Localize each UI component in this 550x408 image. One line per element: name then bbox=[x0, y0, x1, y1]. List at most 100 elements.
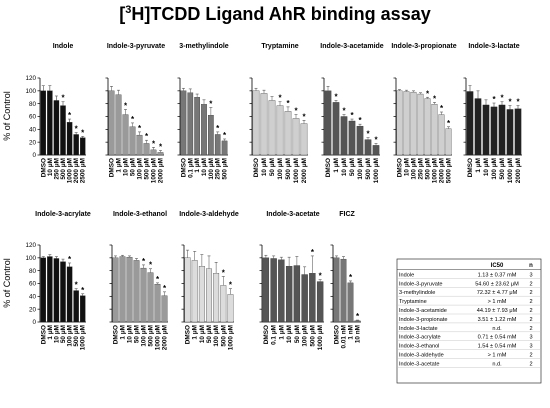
bar bbox=[333, 257, 340, 323]
x-tick-label: DMSO bbox=[40, 325, 47, 344]
bar bbox=[119, 256, 126, 323]
bar bbox=[187, 92, 194, 156]
chart-title: Tryptamine bbox=[261, 43, 298, 50]
significance-marker: * bbox=[124, 101, 128, 110]
table-cell-ic50: 72.32 ± 4.77 μM bbox=[477, 290, 518, 296]
x-tick-label: 1000 μM bbox=[432, 158, 439, 183]
significance-marker: * bbox=[311, 248, 315, 257]
x-tick-label: 10 μM bbox=[201, 158, 208, 176]
bar bbox=[73, 134, 79, 156]
x-tick-label: 50 μM bbox=[206, 325, 213, 343]
x-tick-label: 500 μM bbox=[499, 158, 506, 180]
x-tick-label: 1 μM bbox=[116, 158, 123, 173]
x-tick-label: 500 μM bbox=[73, 325, 80, 347]
significance-marker: * bbox=[356, 312, 360, 321]
chart-panel: Indole-3-acetate DMSO 0.1 μM 1 μM 10 μM 50 μM… bbox=[259, 211, 324, 350]
significance-marker: * bbox=[163, 284, 167, 293]
chart-title: Indole bbox=[53, 43, 74, 50]
significance-marker: * bbox=[447, 119, 451, 128]
significance-marker: * bbox=[156, 275, 160, 284]
significance-marker: * bbox=[500, 94, 504, 103]
significance-marker: * bbox=[319, 272, 323, 281]
table-cell-ic50: 54.60 ± 23.62 μM bbox=[475, 281, 519, 287]
bar bbox=[53, 258, 60, 323]
chart-panel: 3-methylindole DMSO 0.1 μM 1 μM 10 μM * 100 μM… bbox=[177, 43, 229, 180]
significance-marker: * bbox=[81, 286, 85, 295]
table-cell-n: 3 bbox=[529, 272, 532, 278]
bar bbox=[198, 266, 205, 323]
bar bbox=[220, 285, 227, 323]
x-tick-label: 1 μM bbox=[333, 158, 340, 173]
table-cell-n: 2 bbox=[529, 353, 532, 359]
x-tick-label: 100 μM bbox=[302, 325, 309, 347]
bar bbox=[474, 98, 482, 156]
significance-marker: * bbox=[216, 124, 220, 133]
x-tick-label: 2500 μM bbox=[80, 158, 87, 183]
bar bbox=[80, 137, 86, 156]
x-tick-label: 10 μM bbox=[53, 325, 60, 343]
significance-marker: * bbox=[131, 115, 135, 124]
significance-marker: * bbox=[426, 89, 430, 98]
bar bbox=[214, 134, 221, 156]
x-tick-label: 2000 μM bbox=[439, 158, 446, 183]
x-tick-label: 10 μM bbox=[483, 158, 490, 176]
y-tick-label: 20 bbox=[29, 139, 37, 146]
table-cell-compound: Indole bbox=[399, 272, 414, 278]
x-tick-label: 0.1 μM bbox=[271, 325, 278, 345]
bar bbox=[147, 272, 154, 323]
bar bbox=[262, 257, 270, 323]
x-tick-label: 10 μM bbox=[47, 158, 54, 176]
bar bbox=[278, 259, 285, 323]
significance-marker: * bbox=[75, 125, 79, 134]
bar bbox=[466, 91, 474, 156]
x-tick-label: 100 μM bbox=[491, 158, 498, 180]
chart-title: Indole-3-acrylate bbox=[35, 211, 91, 218]
bar bbox=[60, 105, 66, 156]
significance-marker: * bbox=[350, 111, 354, 120]
chart-panel: Indole-3-propionate DMSO 10 μM 100 μM 250 μM… bbox=[391, 43, 456, 183]
bar bbox=[227, 294, 234, 323]
y-tick-label: 80 bbox=[29, 101, 37, 108]
table-header-ic50: IC50 bbox=[491, 263, 504, 269]
bar bbox=[208, 115, 214, 156]
significance-marker: * bbox=[149, 261, 153, 270]
bar bbox=[356, 125, 364, 156]
x-tick-label: 500 μM bbox=[144, 158, 151, 180]
significance-marker: * bbox=[68, 255, 72, 264]
significance-marker: * bbox=[61, 94, 65, 103]
x-tick-label: 1000 μM bbox=[80, 325, 87, 350]
bar bbox=[292, 118, 300, 156]
chart-title: Indole-3-aldehyde bbox=[179, 211, 239, 218]
bar bbox=[396, 90, 403, 156]
y-axis-label: % of Control bbox=[2, 258, 12, 308]
x-tick-label: 0.01 nM bbox=[341, 325, 348, 348]
x-tick-label: 50 μM bbox=[60, 325, 67, 343]
significance-marker: * bbox=[278, 94, 282, 103]
bar bbox=[161, 295, 168, 323]
table-cell-n: 2 bbox=[529, 361, 532, 367]
x-tick-label: 1000 μM bbox=[293, 158, 300, 183]
x-tick-label: 50 μM bbox=[134, 325, 141, 343]
x-tick-label: 2000 μM bbox=[162, 325, 169, 350]
bar bbox=[498, 104, 506, 156]
bar bbox=[372, 145, 380, 156]
x-tick-label: DMSO bbox=[325, 158, 332, 177]
bar bbox=[136, 134, 143, 156]
bar bbox=[206, 268, 212, 323]
y-tick-label: 60 bbox=[29, 114, 37, 121]
charts-layer: % of Control % of Control Indole 0 20 40 60 80 1… bbox=[2, 43, 522, 350]
x-tick-label: 1 μM bbox=[475, 158, 482, 173]
table-cell-n: 2 bbox=[529, 281, 532, 287]
y-tick-label: 40 bbox=[29, 294, 37, 301]
x-tick-label: 10 μM bbox=[127, 325, 134, 343]
table-cell-ic50: 1.13 ± 0.37 mM bbox=[478, 272, 517, 278]
bar bbox=[47, 256, 53, 323]
significance-marker: * bbox=[81, 128, 85, 137]
bar bbox=[143, 143, 150, 156]
x-tick-label: 50 μM bbox=[130, 158, 137, 176]
figure-title: [3H]TCDD Ligand AhR binding assay bbox=[119, 4, 431, 24]
bar bbox=[47, 90, 53, 156]
y-tick-label: 120 bbox=[25, 75, 36, 82]
table-cell-n: 2 bbox=[529, 290, 532, 296]
